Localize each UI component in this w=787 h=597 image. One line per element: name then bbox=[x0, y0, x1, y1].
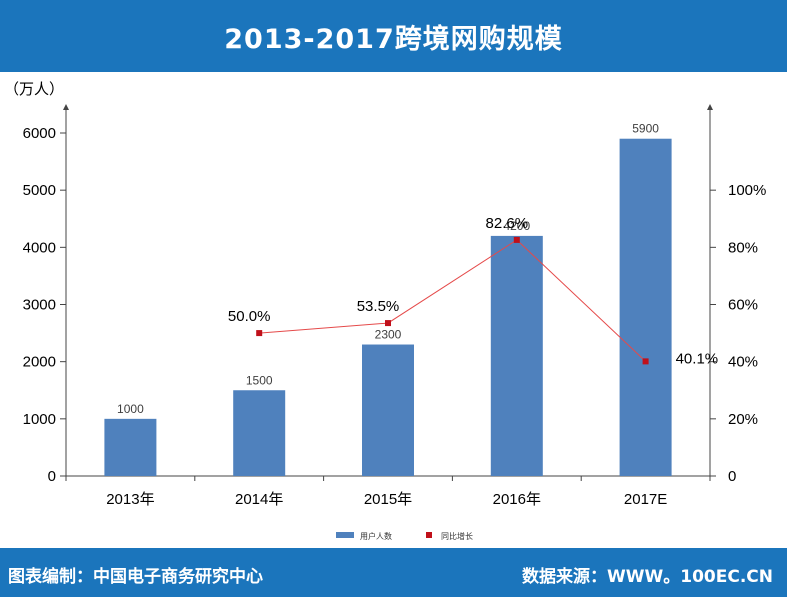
legend-label: 同比增长 bbox=[441, 531, 473, 541]
y-tick-label: 5000 bbox=[23, 182, 56, 199]
growth-marker bbox=[256, 330, 263, 337]
y-axis-right-arrow bbox=[707, 104, 713, 110]
growth-marker bbox=[642, 358, 649, 365]
y-tick-label: 1000 bbox=[23, 411, 56, 428]
bar bbox=[104, 418, 157, 476]
y2-tick-label: 100% bbox=[728, 182, 766, 199]
y2-tick-label: 0 bbox=[728, 468, 736, 485]
y-axis-left-arrow bbox=[63, 104, 69, 110]
growth-data-label: 50.0% bbox=[228, 308, 271, 325]
chart-area: （万人） 1000 1500 2300 4200 5900 50.0% 53.5% 82.6… bbox=[4, 81, 767, 541]
y2-tick-label: 80% bbox=[728, 239, 758, 256]
chart-title: 2013-2017跨境网购规模 bbox=[224, 23, 563, 55]
footer-source: 数据来源：WWW。100EC.CN bbox=[522, 567, 773, 587]
y-tick-label: 4000 bbox=[23, 239, 56, 256]
legend-swatch-line bbox=[426, 532, 432, 538]
y-tick-label: 6000 bbox=[23, 125, 56, 142]
y-axis-unit-label: （万人） bbox=[4, 81, 64, 98]
bar-series: 1000 1500 2300 4200 5900 bbox=[104, 122, 672, 476]
bar bbox=[362, 344, 414, 476]
bar-data-label: 5900 bbox=[632, 122, 659, 136]
x-tick-label: 2016年 bbox=[493, 491, 541, 508]
legend-swatch-bar bbox=[336, 532, 354, 538]
legend-label: 用户人数 bbox=[360, 531, 392, 541]
bar-data-label: 1000 bbox=[117, 402, 144, 416]
bar-data-label: 2300 bbox=[375, 328, 402, 342]
x-tick-label: 2017E bbox=[624, 491, 667, 508]
growth-marker bbox=[513, 236, 520, 243]
growth-line bbox=[259, 239, 646, 362]
growth-data-label: 82.6% bbox=[486, 215, 529, 232]
x-tick-label: 2015年 bbox=[364, 491, 412, 508]
bar bbox=[490, 235, 543, 476]
bar bbox=[619, 138, 672, 476]
y2-tick-label: 60% bbox=[728, 297, 758, 314]
legend: 用户人数 同比增长 bbox=[336, 531, 473, 541]
bar-data-label: 1500 bbox=[246, 373, 273, 387]
footer-credit: 图表编制：中国电子商务研究中心 bbox=[8, 567, 263, 587]
tick-labels: 0 1000 2000 3000 4000 5000 6000 0 20% 40% 60% 80% 10… bbox=[23, 125, 767, 508]
x-tick-label: 2013年 bbox=[106, 491, 154, 508]
growth-data-label: 53.5% bbox=[357, 298, 400, 315]
y2-tick-label: 20% bbox=[728, 411, 758, 428]
y-tick-label: 3000 bbox=[23, 297, 56, 314]
y-tick-label: 0 bbox=[48, 468, 56, 485]
chart-header: 2013-2017跨境网购规模 bbox=[0, 0, 787, 72]
chart-footer: 图表编制：中国电子商务研究中心 数据来源：WWW。100EC.CN bbox=[0, 548, 787, 597]
x-tick-label: 2014年 bbox=[235, 491, 283, 508]
bar-data-label: 4200 bbox=[503, 219, 530, 233]
y-tick-label: 2000 bbox=[23, 354, 56, 371]
growth-line-series: 50.0% 53.5% 82.6% 40.1% bbox=[228, 215, 718, 367]
growth-marker bbox=[385, 320, 391, 327]
y2-tick-label: 40% bbox=[728, 354, 758, 371]
growth-data-label: 40.1% bbox=[676, 350, 719, 367]
bar bbox=[233, 390, 286, 476]
